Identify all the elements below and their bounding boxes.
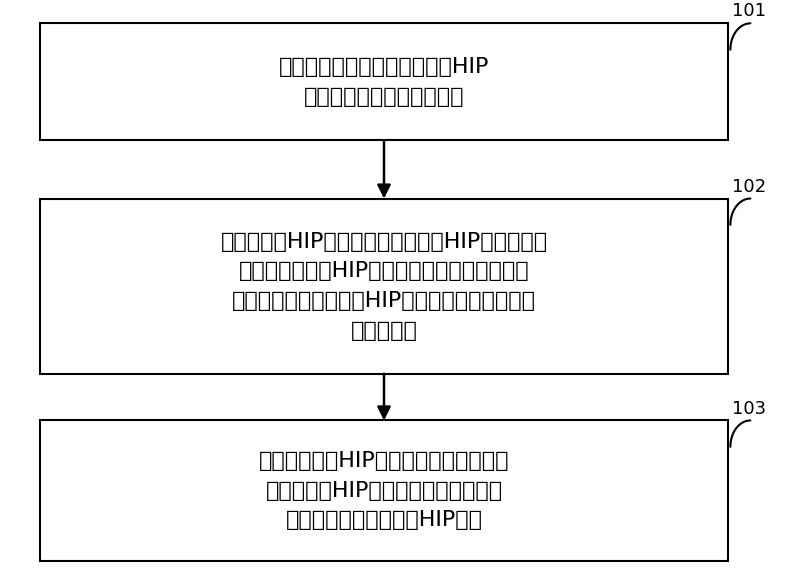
Bar [40,23,728,140]
Text: 102: 102 [732,178,766,196]
Text: 103: 103 [732,399,766,418]
Text: 101: 101 [732,2,766,20]
Bar [40,420,728,561]
Bar [40,199,728,374]
Text: 接收至少一个传统主机发送至HIP
主机的请求传输数据的消息: 接收至少一个传统主机发送至HIP 主机的请求传输数据的消息 [279,57,489,106]
Text: 检测与上述HIP主机之间是否已建立HIP安全通道，
若是，则向上述HIP主机传送控制信令，该控制
信令用于请求复用上述HIP安全通道传送上述传统
主机的数据: 检测与上述HIP主机之间是否已建立HIP安全通道， 若是，则向上述HIP主机传送… [221,232,547,340]
Text: 若接收到上述HIP主机返回的响应消息，
在已建立的HIP安全通道上将上述传统
主机的数据发送至上述HIP主机: 若接收到上述HIP主机返回的响应消息， 在已建立的HIP安全通道上将上述传统 主… [258,451,510,530]
